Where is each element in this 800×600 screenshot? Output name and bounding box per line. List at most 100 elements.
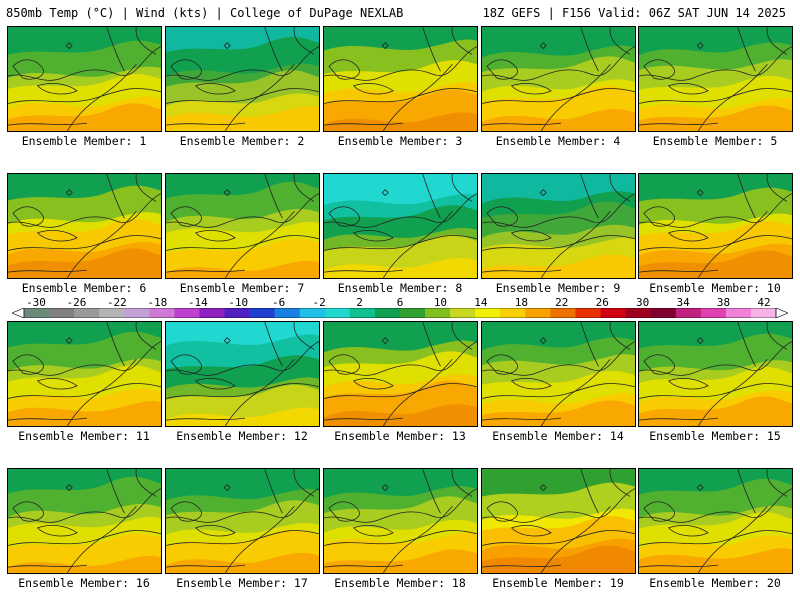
boundary-line [166, 530, 319, 546]
boundary-line [352, 378, 394, 390]
ensemble-member-map [7, 26, 162, 132]
boundary-line [737, 322, 756, 367]
station-marker-icon [223, 189, 231, 197]
boundary-line [382, 211, 453, 278]
color-scale-tick-label: 26 [595, 296, 609, 309]
ensemble-member-label: Ensemble Member: 13 [334, 429, 466, 443]
temperature-field-map [166, 322, 319, 426]
boundary-line [510, 230, 552, 242]
ensemble-member-map [323, 468, 478, 574]
temperature-band [482, 109, 635, 131]
station-marker-icon [223, 337, 231, 345]
boundary-line [8, 417, 88, 421]
boundary-line [324, 122, 404, 126]
boundary-line [224, 211, 295, 278]
ensemble-member-label: Ensemble Member: 2 [179, 134, 305, 148]
boundary-line [293, 27, 315, 55]
ensemble-member-map [165, 173, 320, 279]
temperature-field-map [324, 27, 477, 131]
boundary-line [8, 235, 161, 251]
boundary-line [766, 174, 788, 202]
color-scale-segment [575, 308, 601, 318]
boundary-line [106, 174, 125, 219]
boundary-line [766, 322, 788, 350]
boundary-line [166, 269, 246, 273]
boundary-line [324, 530, 477, 546]
boundary-line [737, 469, 756, 514]
boundary-line [8, 383, 161, 399]
temperature-band [639, 396, 792, 426]
boundary-line [580, 322, 599, 367]
color-scale-tick-label: -18 [147, 296, 168, 309]
color-scale-segment [475, 308, 501, 318]
color-scale-segment [324, 308, 351, 318]
station-marker-icon [539, 42, 547, 50]
ensemble-member-label: Ensemble Member: 11 [18, 429, 150, 443]
ensemble-member-map [638, 468, 793, 574]
scale-max-arrow-icon [775, 308, 788, 318]
station-marker-icon [696, 42, 704, 50]
boundary-line [667, 83, 709, 95]
boundary-line [382, 359, 453, 426]
boundary-line [609, 469, 631, 497]
boundary-line [510, 378, 552, 390]
boundary-line [324, 564, 404, 568]
ensemble-member-label: Ensemble Member: 17 [176, 576, 308, 590]
color-scale-tick-label: 38 [716, 296, 731, 309]
ensemble-member-label: Ensemble Member: 18 [334, 576, 466, 590]
boundary-line [697, 506, 768, 573]
boundary-line [264, 27, 283, 72]
ensemble-member-label: Ensemble Member: 9 [495, 281, 621, 295]
temperature-field-map [482, 322, 635, 426]
boundary-line [264, 469, 283, 514]
ensemble-member-map [7, 321, 162, 427]
temperature-field-map [639, 174, 792, 278]
boundary-line [166, 88, 319, 104]
boundary-line [293, 469, 315, 497]
station-marker-icon [696, 189, 704, 197]
boundary-line [643, 206, 675, 227]
boundary-line [106, 322, 125, 367]
temperature-band [166, 260, 319, 278]
header-left-title: 850mb Temp (°C) | Wind (kts) | College o… [6, 6, 404, 20]
temperature-band [166, 106, 319, 131]
ensemble-member-label: Ensemble Member: 10 [649, 281, 781, 295]
boundary-line [264, 322, 283, 367]
temperature-field-map [482, 469, 635, 573]
color-scale-segment [174, 308, 200, 318]
boundary-line [352, 230, 394, 242]
boundary-line [12, 501, 44, 522]
boundary-line [106, 469, 125, 514]
boundary-line [382, 506, 453, 573]
ensemble-member-label: Ensemble Member: 4 [495, 134, 621, 148]
boundary-line [643, 354, 675, 375]
ensemble-member-map [638, 26, 793, 132]
boundary-line [328, 206, 360, 227]
ensemble-member-map [7, 468, 162, 574]
boundary-line [382, 64, 453, 131]
ensemble-member-label: Ensemble Member: 15 [649, 429, 781, 443]
boundary-line [639, 417, 719, 421]
temperature-field-map [324, 174, 477, 278]
boundary-line [482, 530, 635, 546]
temperature-band [639, 105, 792, 131]
boundary-line [8, 88, 161, 104]
boundary-line [667, 378, 709, 390]
boundary-line [667, 525, 709, 537]
ensemble-member-map [323, 26, 478, 132]
color-scale-segment [650, 308, 677, 318]
station-marker-icon [381, 484, 389, 492]
boundary-line [540, 359, 611, 426]
boundary-line [643, 501, 675, 522]
boundary-line [166, 235, 319, 251]
temperature-field-map [8, 469, 161, 573]
ensemble-member-label: Ensemble Member: 6 [21, 281, 147, 295]
boundary-line [293, 174, 315, 202]
boundary-line [766, 27, 788, 55]
color-scale-segment [700, 308, 727, 318]
color-scale-segment [124, 308, 150, 318]
ensemble-member-map [323, 321, 478, 427]
boundary-line [66, 359, 137, 426]
station-marker-icon [223, 42, 231, 50]
temperature-color-scale [12, 308, 788, 318]
